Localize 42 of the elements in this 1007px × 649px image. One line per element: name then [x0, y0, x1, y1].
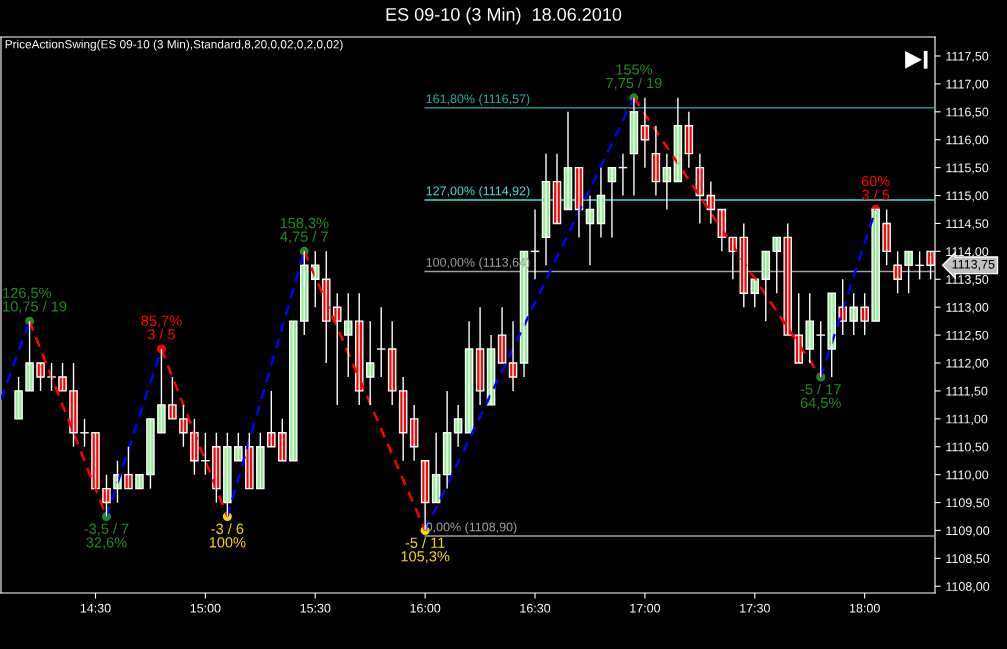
x-tick-label: 17:30 — [740, 603, 770, 613]
y-tick-label: 1110,00 — [946, 470, 989, 481]
x-tick-label: 14:30 — [80, 603, 111, 613]
annotation: -3 / 6 100% — [209, 523, 246, 548]
y-tick-label: 1112,50 — [946, 330, 989, 342]
y-tick-label: 1108,50 — [946, 554, 990, 565]
y-tick-label: 1115,50 — [946, 163, 989, 174]
y-tick-label: 1109,00 — [946, 526, 990, 537]
x-tick-label: 15:30 — [300, 603, 331, 613]
y-tick-label: 1116,00 — [946, 135, 989, 146]
y-tick-label: 1116,50 — [946, 107, 989, 118]
ref-line-label: 127,00% (1114,92) — [426, 186, 530, 198]
annotation: 155% 7,75 / 19 — [606, 64, 662, 90]
y-tick-label: 1117,50 — [946, 51, 989, 63]
x-tick-label: 18:00 — [849, 603, 880, 613]
y-tick-label: 1111,00 — [946, 414, 988, 425]
chart-subtitle: PriceActionSwing(ES 09-10 (3 Min),Standard,8,20,0,02,0,2,0,02) — [5, 39, 343, 51]
y-tick-label: 1114,50 — [946, 219, 989, 230]
y-tick-label: 1115,00 — [946, 191, 989, 202]
chart-title: ES 09-10 (3 Min) 18.06.2010 — [386, 7, 622, 25]
y-tick-label: 1110,50 — [946, 442, 989, 453]
annotation: 158,3% 4,75 / 7 — [280, 217, 329, 244]
annotation: 126,5% 10,75 / 19 — [3, 287, 67, 314]
y-tick-label: 1114,00 — [946, 247, 989, 258]
x-tick-label: 15:00 — [190, 603, 221, 613]
y-tick-label: 1112,00 — [946, 358, 989, 370]
y-tick-label: 1113,50 — [946, 275, 989, 286]
text: 1113,75 — [952, 259, 995, 271]
x-tick-label: 16:30 — [520, 603, 551, 613]
y-tick-label: 1113,00 — [946, 302, 989, 314]
y-tick-label: 1108,00 — [946, 582, 990, 593]
annotation: 60% 3 / 5 — [861, 175, 890, 200]
annotation: -3,5 / 7 32,6% — [84, 523, 129, 550]
annotation: 85,7% 3 / 5 — [141, 315, 182, 340]
annotation: -5 / 11 105,3% — [401, 537, 450, 564]
y-tick-label: 1117,00 — [946, 79, 989, 91]
y-tick-label: 1109,50 — [946, 498, 990, 509]
x-tick-label: 17:00 — [630, 603, 661, 613]
ref-line-label: 161,80% (1116,57) — [426, 94, 530, 106]
x-tick-label: 16:00 — [410, 603, 441, 613]
y-tick-label: 1111,50 — [946, 386, 988, 398]
annotation: -5 / 17 64,5% — [800, 383, 841, 410]
